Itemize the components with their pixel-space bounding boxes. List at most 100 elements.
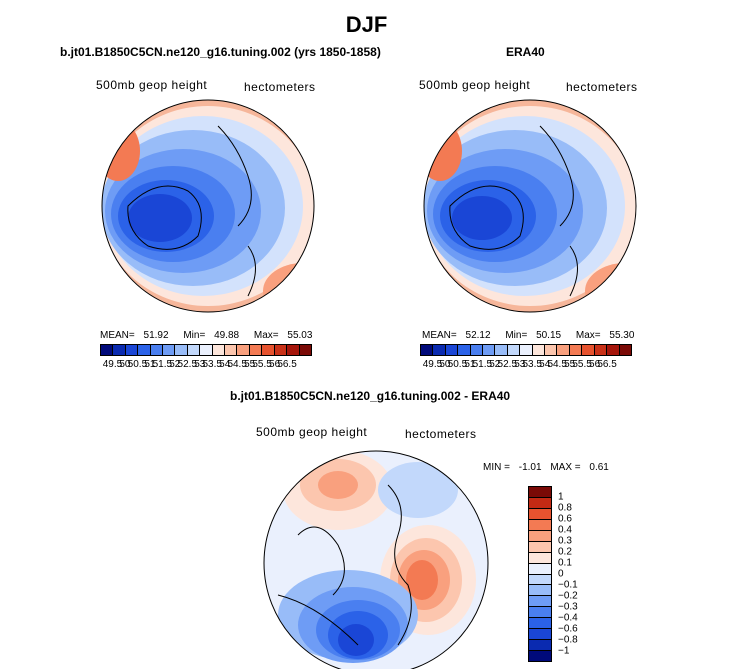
diff-colorbar-swatch: [529, 596, 551, 608]
panel1-colorbar-swatch: [212, 345, 226, 355]
panel1-min-value: 49.88: [214, 330, 240, 341]
panel1-colorbar-tick-label: 53: [194, 359, 206, 370]
panel2-colorbar-tick-label: 55.5: [572, 359, 592, 370]
diff-colorbar-tick-label: −0.4: [558, 612, 578, 624]
diff-colorbar-tick-label: 0.4: [558, 524, 572, 536]
panel1-colorbar-tick-label: 50: [119, 359, 131, 370]
panel2-colorbar-tick-label: 55: [564, 359, 576, 370]
panel2-units-label: hectometers: [566, 80, 638, 94]
diff-colorbar-tick-label: −0.6: [558, 623, 578, 635]
panel2-colorbar-tick-label: 53.5: [522, 359, 542, 370]
panel2-colorbar-swatch: [569, 345, 583, 355]
panel2-mean-label: MEAN=: [422, 330, 457, 341]
diff-colorbar: [528, 486, 552, 662]
diff-colorbar-tick-label: 0.3: [558, 535, 572, 547]
panel1-colorbar-tick-label: 49.5: [102, 359, 123, 370]
panel1-map: [101, 99, 315, 313]
panel2-colorbar-swatch: [421, 345, 434, 355]
panel1-colorbar-swatch: [163, 345, 176, 355]
panel1-colorbar-swatch: [113, 345, 126, 355]
diff-colorbar-swatch: [529, 563, 551, 575]
diff-colorbar-tick-label: 1: [558, 491, 564, 503]
panel2-colorbar-swatch: [594, 345, 608, 355]
panel2-colorbar-tick-label: 49.5: [422, 359, 443, 370]
panel1-mean-value: 51.92: [143, 330, 169, 341]
diff-max-value: 0.61: [589, 462, 609, 473]
diff-max-label: MAX =: [550, 462, 581, 473]
panel1-colorbar-tick-label: 55.5: [252, 359, 272, 370]
diff-colorbar-swatch: [529, 618, 551, 630]
diff-colorbar-tick-label: 0: [558, 568, 564, 580]
panel1-colorbar-tick-label: 52: [169, 359, 181, 370]
panel2-colorbar-swatch: [545, 345, 558, 355]
panel2-colorbar-swatch: [532, 345, 546, 355]
panel1-variable-label: 500mb geop height: [96, 78, 208, 92]
diff-contours: [264, 451, 488, 669]
panel2-colorbar-tick-label: 56.5: [597, 359, 617, 370]
panel1-min-label: Min=: [183, 330, 206, 341]
panel1-colorbar-swatch: [274, 345, 288, 355]
panel2-colorbar-tick-label: 50.5: [447, 359, 468, 370]
panel1-mean-label: MEAN=: [100, 330, 135, 341]
panel1-colorbar-swatch: [287, 345, 300, 355]
diff-colorbar-tick-label: −0.1: [558, 579, 578, 591]
panel1-colorbar-ticks: 49.5 50 50.5 51 51.5 52 52.5 53 53.5 54 54.5 55 55.5…: [100, 359, 312, 371]
diff-stats: MIN = -1.01 MAX = 0.61: [483, 462, 609, 473]
diff-map: [263, 450, 489, 669]
diff-colorbar-swatch: [529, 651, 551, 661]
panel1-colorbar-swatch: [101, 345, 114, 355]
panel2-colorbar: [420, 344, 632, 356]
panel2-colorbar-ticks: 49.5 50 50.5 51 51.5 52 52.5 53 53.5 54 54.5 55 55.5…: [420, 359, 632, 371]
panel2-colorbar-tick-label: 51: [464, 359, 476, 370]
diff-colorbar-tick-label: 0.6: [558, 513, 572, 525]
panel2-colorbar-tick-label: 52.5: [497, 359, 518, 370]
panel2-colorbar-swatch: [445, 345, 459, 355]
panel1-colorbar-swatch: [249, 345, 263, 355]
diff-colorbar-tick-label: 0.8: [558, 502, 572, 514]
panel2-max-label: Max=: [575, 330, 601, 341]
diff-colorbar-tick-label: −0.8: [558, 634, 578, 646]
panel1-colorbar-swatch: [225, 345, 238, 355]
diff-colorbar-swatch: [529, 530, 551, 542]
panel1-colorbar-swatch: [200, 345, 213, 355]
diff-colorbar-swatch: [529, 640, 551, 652]
panel1-colorbar-swatch: [299, 345, 311, 355]
diff-colorbar-tick-label: −0.3: [558, 601, 578, 613]
panel1-colorbar-tick-label: 55: [244, 359, 256, 370]
panel2-colorbar-swatch: [483, 345, 496, 355]
panel2-min-value: 50.15: [536, 330, 562, 341]
panel1-max-value: 55.03: [287, 330, 313, 341]
diff-colorbar-swatch: [529, 574, 551, 586]
panel2-colorbar-tick-label: 53: [514, 359, 526, 370]
panel1-colorbar-tick-label: 52.5: [177, 359, 198, 370]
panel2-contours: [424, 100, 636, 312]
panel2-colorbar-swatch: [582, 345, 595, 355]
panel2-min-label: Min=: [505, 330, 528, 341]
diff-colorbar-swatch: [529, 487, 551, 498]
panel1-contours: [102, 100, 314, 312]
panel2-max-value: 55.30: [609, 330, 635, 341]
panel1-title: b.jt01.B1850C5CN.ne120_g16.tuning.002 (y…: [60, 45, 381, 59]
diff-min-label: MIN =: [483, 462, 510, 473]
diff-colorbar-swatch: [529, 585, 551, 597]
panel1-colorbar-tick-label: 54: [219, 359, 231, 370]
panel2-colorbar-tick-label: 52: [489, 359, 501, 370]
panel2-variable-label: 500mb geop height: [419, 78, 531, 92]
diff-colorbar-tick-label: −1: [558, 645, 570, 657]
panel1-colorbar-swatch: [138, 345, 151, 355]
diff-colorbar-tick-label: 0.1: [558, 557, 572, 569]
panel2-colorbar-swatch: [619, 345, 631, 355]
panel2-colorbar-tick-label: 56: [589, 359, 601, 370]
panel2-colorbar-tick-label: 54.5: [547, 359, 567, 370]
panel2-colorbar-swatch: [495, 345, 508, 355]
panel1-units-label: hectometers: [244, 80, 316, 94]
panel1-colorbar-swatch: [175, 345, 188, 355]
diff-colorbar-ticks: 1 0.8 0.6 0.4 0.3 0.2 0.1 0 −0.1 −0.2 −0.3 −0.4 −0.6…: [558, 486, 598, 662]
panel2-colorbar-swatch: [433, 345, 446, 355]
diff-colorbar-swatch: [529, 508, 551, 520]
panel2-colorbar-swatch: [520, 345, 533, 355]
season-title: DJF: [345, 12, 388, 37]
diff-colorbar-swatch: [529, 541, 551, 553]
panel1-colorbar-tick-label: 53.5: [202, 359, 222, 370]
diff-colorbar-swatch: [529, 607, 551, 619]
